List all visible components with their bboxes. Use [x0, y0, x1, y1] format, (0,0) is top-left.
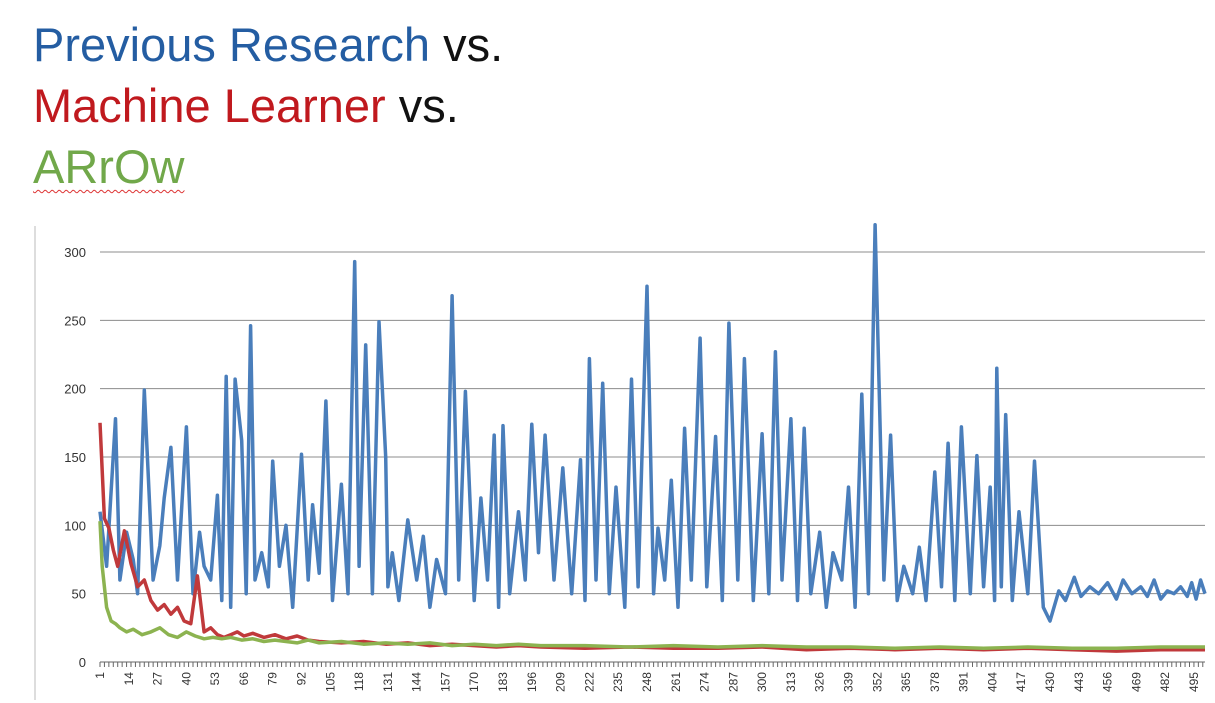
- x-tick-label-443: 443: [1072, 672, 1086, 692]
- x-tick-label-1: 1: [93, 672, 107, 679]
- previous-research-label: Previous Research: [33, 18, 431, 71]
- x-tick-label-430: 430: [1043, 672, 1057, 692]
- x-tick-label-53: 53: [208, 672, 222, 686]
- y-tick-label-50: 50: [72, 587, 86, 602]
- x-tick-label-222: 222: [582, 672, 596, 692]
- x-tick-label-235: 235: [611, 672, 625, 692]
- x-tick-label-183: 183: [496, 672, 510, 692]
- title-line-3: ARrOw: [33, 136, 503, 197]
- x-tick-label-326: 326: [813, 672, 827, 692]
- x-tick-label-417: 417: [1014, 672, 1028, 692]
- x-tick-label-261: 261: [669, 672, 683, 692]
- vs-label-2: vs.: [385, 79, 459, 132]
- x-tick-label-209: 209: [554, 672, 568, 692]
- x-tick-label-456: 456: [1101, 672, 1115, 692]
- x-tick-label-404: 404: [985, 672, 999, 692]
- x-tick-label-196: 196: [525, 672, 539, 692]
- slide-title: Previous Research vs. Machine Learner vs…: [33, 14, 503, 197]
- x-tick-label-14: 14: [122, 672, 136, 686]
- title-line-1: Previous Research vs.: [33, 14, 503, 75]
- x-tick-label-105: 105: [323, 672, 337, 692]
- x-tick-label-300: 300: [755, 672, 769, 692]
- vs-label-1: vs.: [430, 18, 504, 71]
- arrow-label: ARrOw: [33, 140, 185, 193]
- x-tick-label-287: 287: [726, 672, 740, 692]
- x-tick-label-469: 469: [1129, 672, 1143, 692]
- y-tick-label-250: 250: [64, 313, 86, 328]
- series-line-machine-learner: [98, 422, 1205, 653]
- y-tick-label-100: 100: [64, 518, 86, 533]
- y-tick-label-0: 0: [79, 655, 86, 670]
- y-tick-label-200: 200: [64, 382, 86, 397]
- x-tick-label-391: 391: [957, 672, 971, 692]
- series-line-previous-research: [98, 222, 1207, 623]
- x-tick-label-79: 79: [266, 672, 280, 686]
- series-line-arrow: [98, 521, 1205, 651]
- x-tick-label-40: 40: [179, 672, 193, 686]
- y-tick-label-300: 300: [64, 245, 86, 260]
- title-line-2: Machine Learner vs.: [33, 75, 503, 136]
- x-tick-label-92: 92: [295, 672, 309, 686]
- x-tick-label-339: 339: [841, 672, 855, 692]
- x-tick-label-482: 482: [1158, 672, 1172, 692]
- x-tick-label-27: 27: [151, 672, 165, 686]
- x-tick-label-365: 365: [899, 672, 913, 692]
- x-tick-label-157: 157: [438, 672, 452, 692]
- machine-learner-label: Machine Learner: [33, 79, 386, 132]
- x-tick-label-495: 495: [1187, 672, 1201, 692]
- x-tick-label-378: 378: [928, 672, 942, 692]
- x-tick-label-131: 131: [381, 672, 395, 692]
- x-tick-label-170: 170: [467, 672, 481, 692]
- x-tick-label-313: 313: [784, 672, 798, 692]
- y-tick-label-150: 150: [64, 450, 86, 465]
- x-tick-label-248: 248: [640, 672, 654, 692]
- line-chart: 0 50 100 150 200 250 300 1 14 27 40 53 66 79 92 105 118 1…: [34, 222, 1207, 700]
- x-tick-label-274: 274: [698, 672, 712, 692]
- x-tick-label-66: 66: [237, 672, 251, 686]
- x-tick-label-118: 118: [352, 672, 366, 691]
- x-tick-label-352: 352: [870, 672, 884, 692]
- x-tick-label-144: 144: [410, 672, 424, 692]
